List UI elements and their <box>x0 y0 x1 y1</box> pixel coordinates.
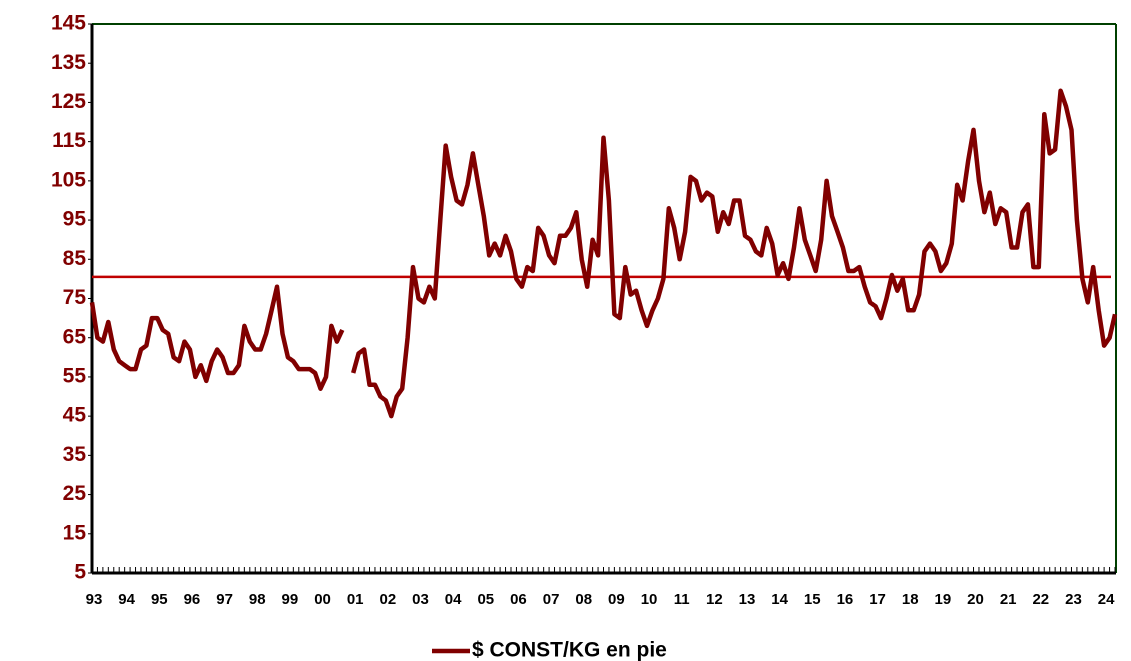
y-tick-label: 15 <box>63 521 87 544</box>
x-tick-label: 02 <box>379 591 396 608</box>
x-tick-label: 05 <box>477 591 494 608</box>
x-tick-label: 23 <box>1065 591 1082 608</box>
x-tick-label: 03 <box>412 591 429 608</box>
x-tick-label: 10 <box>641 591 658 608</box>
y-tick-label: 5 <box>74 561 86 584</box>
y-tick-label: 145 <box>51 12 86 35</box>
x-tick-label: 99 <box>282 591 299 608</box>
x-tick-label: 04 <box>445 591 462 608</box>
y-tick-label: 85 <box>63 247 87 270</box>
x-tick-label: 97 <box>216 591 233 608</box>
y-tick-label: 45 <box>63 404 87 427</box>
x-tick-label: 95 <box>151 591 168 608</box>
data-line <box>89 88 1118 419</box>
x-tick-label: 00 <box>314 591 331 608</box>
y-tick-label: 35 <box>63 443 87 466</box>
x-tick-label: 08 <box>575 591 592 608</box>
y-tick-label: 95 <box>63 208 87 231</box>
y-tick-label: 55 <box>63 364 87 387</box>
x-tick-label: 19 <box>935 591 952 608</box>
x-tick-label: 09 <box>608 591 625 608</box>
x-tick-label: 93 <box>86 591 103 608</box>
x-tick-label: 12 <box>706 591 723 608</box>
x-tick-label: 20 <box>967 591 984 608</box>
y-tick-label: 75 <box>63 286 87 309</box>
x-tick-label: 01 <box>347 591 364 608</box>
x-tick-label: 21 <box>1000 591 1017 608</box>
y-tick-label: 125 <box>51 90 86 113</box>
y-tick-label: 115 <box>52 129 86 152</box>
x-tick-label: 14 <box>771 591 788 608</box>
legend-label: $ CONST/KG en pie <box>472 639 667 661</box>
x-tick-label: 24 <box>1098 591 1115 608</box>
x-tick-label: 15 <box>804 591 821 608</box>
y-tick-label: 65 <box>63 325 87 348</box>
y-tick-label: 105 <box>51 168 86 191</box>
x-tick-label: 17 <box>869 591 886 608</box>
x-tick-label: 11 <box>674 591 690 608</box>
x-tick-label: 07 <box>543 591 560 608</box>
y-tick-label: 25 <box>63 482 87 505</box>
y-tick-label: 135 <box>51 51 86 74</box>
x-tick-label: 16 <box>837 591 854 608</box>
x-tick-label: 94 <box>118 591 135 608</box>
x-tick-label: 13 <box>739 591 756 608</box>
x-tick-label: 18 <box>902 591 919 608</box>
x-tick-label: 06 <box>510 591 527 608</box>
x-tick-label: 96 <box>184 591 201 608</box>
x-tick-label: 98 <box>249 591 266 608</box>
x-tick-label: 22 <box>1032 591 1049 608</box>
